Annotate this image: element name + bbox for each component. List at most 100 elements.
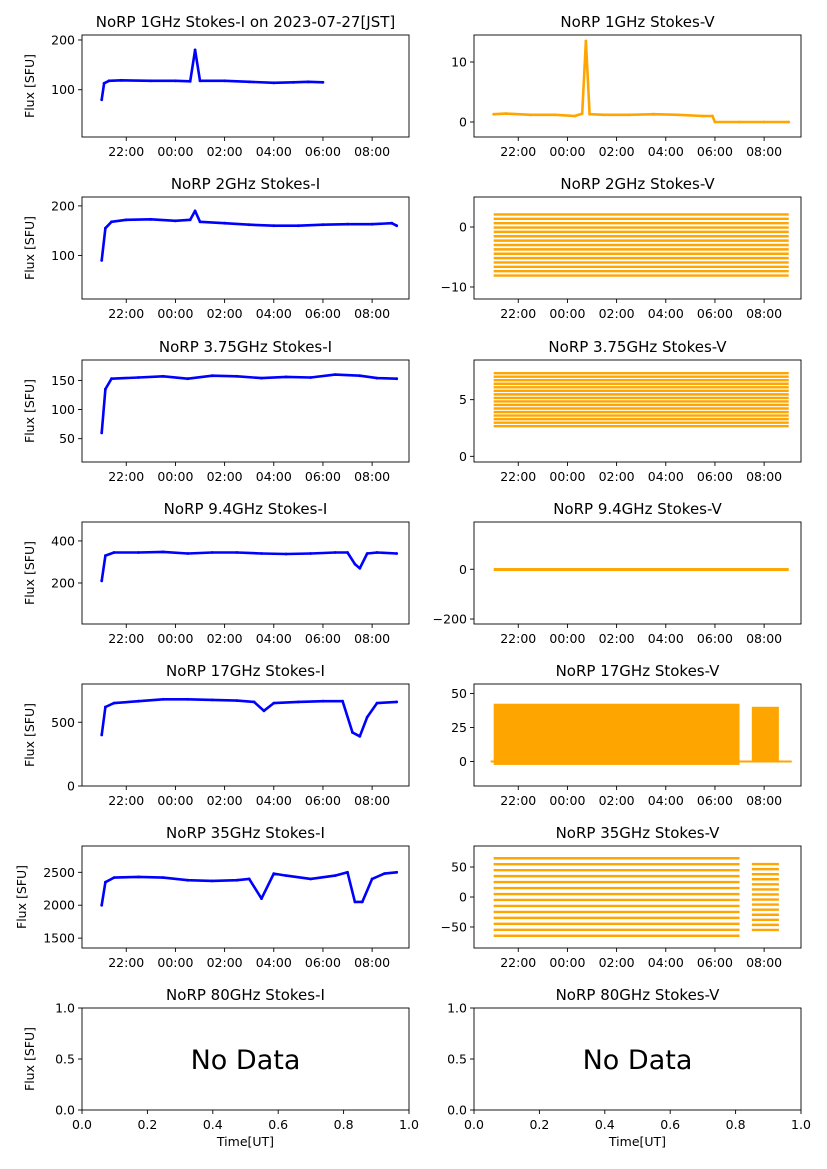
panel-p7v: 0.0 0.5 1.0 0.0 0.2 0.4 0.6 0.8 1.0 NoRP 80GHz St… <box>447 986 811 1149</box>
x-tick-label-p4v-5: 08:00 <box>746 631 782 646</box>
data-point-p6i-5 <box>186 878 190 882</box>
no-data-annotation-p7i: No Data <box>191 1045 301 1076</box>
data-point-p1i-2 <box>107 79 111 83</box>
x-tick-label-p3v-5: 08:00 <box>746 469 782 484</box>
x-tick-label-p5i-2: 02:00 <box>207 793 243 808</box>
x-tick-label-p6v-0: 22:00 <box>500 955 536 970</box>
x-tick-label-p2v-0: 22:00 <box>500 306 536 321</box>
y-tick-label-p7v-0: 0.0 <box>447 1103 467 1118</box>
data-band-p5v <box>493 703 740 765</box>
panel-p1i: 100 200 22:00 00:00 02:00 04:00 06:00 08:00 NoRP… <box>22 13 410 159</box>
data-point-p6i-16 <box>360 900 364 904</box>
data-point-p4i-12 <box>346 551 349 554</box>
data-point-p3i-5 <box>186 377 190 381</box>
x-axis-label-p7v: Time[UT] <box>608 1134 666 1149</box>
data-point-p1v-6 <box>584 39 588 43</box>
data-point-p4i-9 <box>284 552 288 556</box>
x-tick-label-p6i-1: 00:00 <box>157 955 193 970</box>
data-point-p2i-13 <box>321 223 325 227</box>
chart-title-p1v: NoRP 1GHz Stokes-V <box>560 13 715 31</box>
data-point-p1v-3 <box>553 113 557 117</box>
data-point-p3i-11 <box>333 373 337 376</box>
x-tick-label-p4v-1: 00:00 <box>549 631 585 646</box>
x-tick-label-p3i-4: 06:00 <box>305 469 341 484</box>
y-tick-label-p5v-0: 0 <box>459 754 467 769</box>
y-tick-label-p2i-0: 100 <box>51 248 75 263</box>
x-tick-label-p3i-0: 22:00 <box>108 469 144 484</box>
x-tick-label-p7i-1: 0.2 <box>137 1117 157 1132</box>
x-tick-label-p1v-4: 06:00 <box>697 144 733 159</box>
y-tick-label-p4i-0: 200 <box>51 575 75 590</box>
panel-p6v: −50 0 50 22:00 00:00 02:00 04:00 06:00 08:00 NoRP… <box>441 824 802 970</box>
data-point-p4i-15 <box>365 552 369 555</box>
x-tick-label-p7v-1: 0.2 <box>529 1117 549 1132</box>
x-tick-label-p1i-1: 00:00 <box>157 144 193 159</box>
y-tick-label-p6v-0: −50 <box>441 920 467 935</box>
data-point-p3i-12 <box>358 374 362 378</box>
data-point-p4i-0 <box>100 579 104 583</box>
x-tick-label-p2i-1: 00:00 <box>157 306 193 321</box>
x-tick-label-p4v-3: 04:00 <box>648 631 684 646</box>
y-tick-label-p4v-0: −200 <box>433 612 467 627</box>
series-p6i-0 <box>100 870 399 907</box>
y-tick-label-p6v-1: 0 <box>459 890 467 905</box>
x-tick-label-p5v-4: 06:00 <box>697 793 733 808</box>
panel-p4i: 200 400 22:00 00:00 02:00 04:00 06:00 08:00 NoRP… <box>22 500 410 646</box>
y-tick-label-p2v-1: 0 <box>459 220 467 235</box>
x-tick-label-p1v-2: 02:00 <box>599 144 635 159</box>
x-tick-label-p4i-5: 08:00 <box>354 631 390 646</box>
data-point-p1i-3 <box>119 78 123 82</box>
panel-p5i: 0 500 22:00 00:00 02:00 04:00 06:00 08:00 NoRP 1… <box>22 662 410 808</box>
y-axis-label-p6i: Flux [SFU] <box>14 865 29 929</box>
panel-p4v: −200 0 22:00 00:00 02:00 04:00 06:00 08:00 NoRP … <box>433 500 802 646</box>
data-point-p1v-9 <box>627 113 631 117</box>
data-point-p4i-6 <box>210 551 214 554</box>
y-tick-label-p6v-2: 50 <box>451 860 467 875</box>
data-point-p1i-11 <box>272 81 276 85</box>
data-point-p5i-9 <box>262 709 266 713</box>
data-point-p1v-16 <box>762 120 766 124</box>
series-p1v-0 <box>492 39 791 124</box>
x-tick-label-p1v-0: 22:00 <box>500 144 536 159</box>
y-tick-label-p2v-0: −10 <box>441 280 467 295</box>
y-axis-label-p3i: Flux [SFU] <box>22 379 37 443</box>
y-tick-label-p7i-0: 0.0 <box>55 1103 75 1118</box>
data-point-p2i-14 <box>346 222 349 226</box>
y-tick-label-p5v-2: 50 <box>451 686 467 701</box>
data-point-p1i-6 <box>188 79 192 83</box>
data-point-p1v-15 <box>738 120 741 124</box>
data-point-p1v-13 <box>711 114 714 118</box>
x-tick-label-p5i-4: 06:00 <box>305 793 341 808</box>
x-tick-label-p7v-5: 1.0 <box>791 1117 811 1132</box>
data-point-p1i-9 <box>223 79 227 83</box>
data-point-p3i-4 <box>161 374 165 378</box>
y-tick-label-p3i-1: 100 <box>51 402 75 417</box>
chart-title-p7i: NoRP 80GHz Stokes-I <box>166 986 325 1004</box>
data-point-p5i-0 <box>100 733 104 737</box>
chart-title-p3v: NoRP 3.75GHz Stokes-V <box>548 338 727 356</box>
x-tick-label-p3v-0: 22:00 <box>500 469 536 484</box>
series-p3i-0 <box>100 373 399 435</box>
series-line-p6i <box>100 871 397 906</box>
x-tick-label-p5v-1: 00:00 <box>549 793 585 808</box>
x-tick-label-p2v-2: 02:00 <box>599 306 635 321</box>
x-tick-label-p7i-3: 0.6 <box>268 1117 288 1132</box>
x-axis-label-p7i: Time[UT] <box>216 1134 274 1149</box>
data-point-p4i-1 <box>104 554 107 557</box>
data-point-p1i-0 <box>100 98 104 102</box>
data-point-p4i-7 <box>235 551 239 554</box>
axes-frame-p4v <box>473 521 802 625</box>
data-point-p6i-2 <box>112 876 116 879</box>
data-band-p5v-b <box>751 706 779 762</box>
x-tick-label-p4v-4: 06:00 <box>697 631 733 646</box>
data-band-p4v <box>493 568 789 572</box>
data-point-p6i-14 <box>346 870 349 874</box>
data-point-p1v-0 <box>492 112 496 116</box>
y-tick-label-p5i-1: 500 <box>51 715 75 730</box>
data-point-p3i-6 <box>210 374 214 378</box>
y-tick-label-p6i-0: 1500 <box>43 931 75 946</box>
data-point-p5i-13 <box>341 699 344 703</box>
data-point-p6i-6 <box>210 879 214 883</box>
data-point-p2i-9 <box>223 221 227 225</box>
chart-title-p2i: NoRP 2GHz Stokes-I <box>171 175 320 193</box>
